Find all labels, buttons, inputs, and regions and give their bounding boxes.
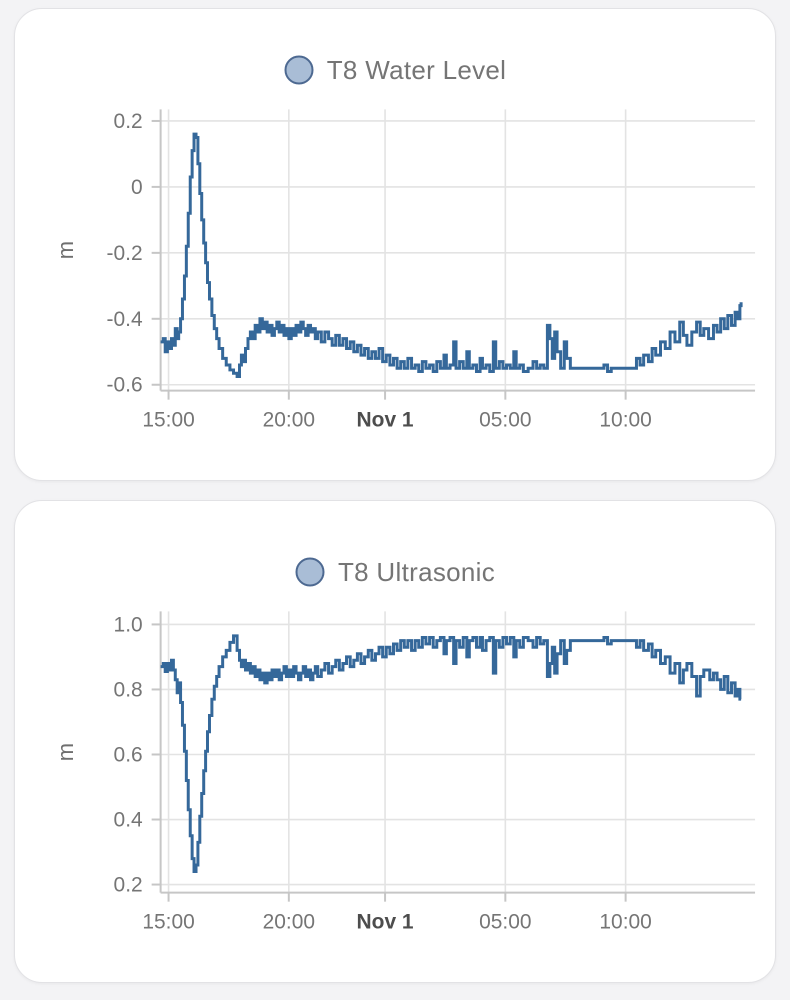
svg-text:15:00: 15:00 — [142, 911, 194, 934]
svg-text:0.2: 0.2 — [114, 110, 143, 133]
y-axis-unit-label: m — [53, 743, 78, 761]
svg-text:15:00: 15:00 — [142, 409, 194, 432]
svg-text:0.2: 0.2 — [114, 874, 143, 897]
svg-text:Nov 1: Nov 1 — [357, 911, 414, 934]
svg-text:0.6: 0.6 — [114, 743, 143, 766]
svg-text:-0.4: -0.4 — [107, 308, 143, 331]
ultrasonic-chart-header: T8 Ultrasonic — [15, 501, 775, 591]
axis-labels: 1.0 0.8 0.6 0.4 0.2 15:00 20:00 Nov 1 05:00 10:00 — [114, 613, 652, 933]
ultrasonic-chart[interactable]: 1.0 0.8 0.6 0.4 0.2 15:00 20:00 Nov 1 05:00 10:00… — [15, 591, 775, 951]
water-level-card: T8 Water Level 0.2 0 -0.2 -0.4 -0.6 15:00 20:0… — [14, 8, 776, 481]
svg-text:0: 0 — [131, 176, 143, 199]
chart-title: T8 Ultrasonic — [337, 556, 496, 587]
series-legend-icon[interactable] — [295, 557, 325, 587]
svg-text:Nov 1: Nov 1 — [357, 409, 414, 432]
gridlines — [160, 611, 756, 893]
series-line[interactable] — [160, 634, 742, 874]
svg-text:20:00: 20:00 — [263, 911, 315, 934]
svg-text:-0.6: -0.6 — [107, 374, 143, 397]
ultrasonic-card: T8 Ultrasonic 1.0 0.8 0.6 0.4 0.2 15:00 20:00 N… — [14, 500, 776, 983]
svg-text:05:00: 05:00 — [479, 409, 531, 432]
svg-text:10:00: 10:00 — [599, 911, 651, 934]
chart-title: T8 Water Level — [326, 54, 507, 85]
svg-text:05:00: 05:00 — [479, 911, 531, 934]
svg-text:0.8: 0.8 — [114, 678, 143, 701]
axis-labels: 0.2 0 -0.2 -0.4 -0.6 15:00 20:00 Nov 1 05:00 10:0… — [107, 110, 652, 432]
water-level-chart-header: T8 Water Level — [15, 9, 775, 89]
svg-text:20:00: 20:00 — [263, 409, 315, 432]
axes — [151, 611, 756, 902]
series-line[interactable] — [160, 132, 743, 379]
svg-text:1.0: 1.0 — [114, 613, 143, 636]
y-axis-unit-label: m — [53, 241, 78, 259]
svg-text:10:00: 10:00 — [599, 409, 651, 432]
water-level-chart[interactable]: 0.2 0 -0.2 -0.4 -0.6 15:00 20:00 Nov 1 05:00 10:0… — [15, 89, 775, 449]
series-legend-icon[interactable] — [284, 55, 314, 85]
svg-text:0.4: 0.4 — [114, 809, 143, 832]
svg-text:-0.2: -0.2 — [107, 242, 143, 265]
axes — [151, 109, 756, 400]
